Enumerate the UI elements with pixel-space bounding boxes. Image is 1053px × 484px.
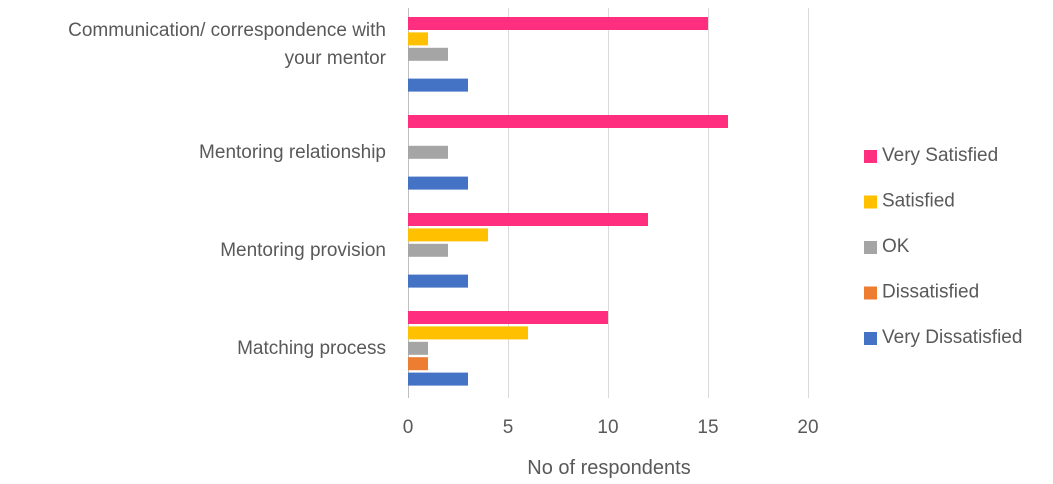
x-axis-title: No of respondents: [527, 457, 690, 479]
category-label: Mentoring provision: [220, 240, 386, 261]
bar-very-dissatisfied: [408, 78, 468, 92]
legend-swatch: [864, 286, 877, 300]
legend-swatch: [864, 195, 877, 209]
bar-very-dissatisfied: [408, 176, 468, 190]
bar-ok: [408, 341, 428, 355]
bar-satisfied: [408, 326, 528, 340]
legend-swatch: [864, 332, 877, 345]
x-tick-label: 10: [597, 417, 618, 438]
bar-satisfied: [408, 228, 488, 242]
legend: Very Satisfied Satisfied OK Dissatisfied Ver…: [864, 145, 1022, 348]
bar-ok: [408, 145, 448, 159]
x-axis-ticks: 0 5 10 15 20: [403, 417, 819, 438]
bar-very-satisfied: [408, 17, 708, 30]
category-labels: Communication/ correspondence with your m…: [68, 20, 387, 359]
gridlines: [408, 8, 809, 398]
legend-label: Very Satisfied: [882, 145, 998, 166]
bar-very-dissatisfied: [408, 274, 468, 288]
bar-ok: [408, 243, 448, 257]
x-tick-label: 15: [697, 417, 718, 438]
x-tick-label: 20: [797, 417, 818, 438]
legend-swatch: [864, 150, 877, 163]
bar-satisfied: [408, 32, 428, 46]
legend-label: OK: [882, 236, 910, 257]
bar-ok: [408, 47, 448, 61]
bar-dissatisfied: [408, 357, 428, 371]
legend-label: Very Dissatisfied: [882, 327, 1022, 348]
bar-very-satisfied: [408, 115, 728, 128]
category-label: Matching process: [237, 338, 386, 359]
legend-label: Satisfied: [882, 191, 955, 212]
bar-very-dissatisfied: [408, 372, 468, 386]
bar-very-satisfied: [408, 311, 608, 324]
x-tick-label: 0: [403, 417, 414, 438]
bars: [408, 17, 728, 386]
legend-label: Dissatisfied: [882, 282, 979, 303]
category-label: Mentoring relationship: [199, 142, 386, 163]
category-label: your mentor: [285, 48, 387, 69]
x-tick-label: 5: [503, 417, 514, 438]
bar-very-satisfied: [408, 213, 648, 226]
category-label: Communication/ correspondence with: [68, 20, 386, 41]
legend-swatch: [864, 241, 877, 254]
